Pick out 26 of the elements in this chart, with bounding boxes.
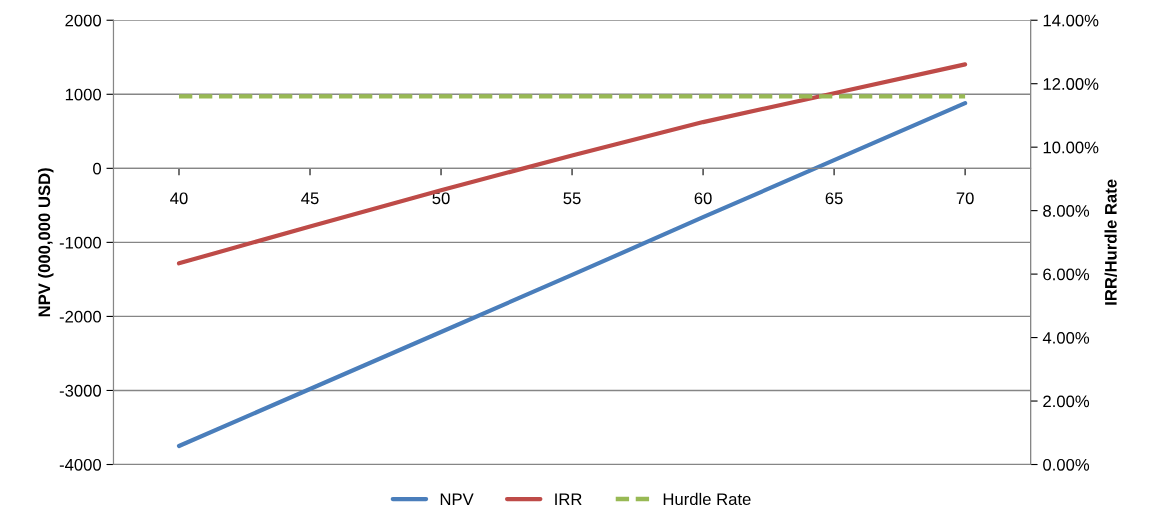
y2-tick-label: 0.00% <box>1043 458 1090 471</box>
y2-axis-title: IRR/Hurdle Rate <box>1104 179 1117 305</box>
legend-label: IRR <box>555 493 582 505</box>
x-tick-label: 45 <box>301 192 319 205</box>
y-tick-label: -2000 <box>59 310 102 323</box>
x-tick-label: 60 <box>694 192 712 205</box>
y2-tick-label: 4.00% <box>1042 331 1090 344</box>
x-tick-label: 65 <box>825 192 843 205</box>
y-tick-label: -3000 <box>59 384 102 397</box>
x-tick-label: 40 <box>170 192 188 205</box>
y-tick-label: 2000 <box>65 14 102 27</box>
y2-tick-label: 14.00% <box>1043 14 1099 27</box>
legend-label: NPV <box>440 493 474 505</box>
y2-tick-label: 10.00% <box>1043 141 1099 154</box>
x-tick-label: 55 <box>563 192 581 205</box>
y-tick-label: 1000 <box>65 88 102 101</box>
y-axis-title: NPV (000,000 USD) <box>37 168 54 317</box>
x-tick-label: 70 <box>956 192 974 205</box>
y2-tick-label: 12.00% <box>1043 78 1099 90</box>
y-tick-label: 0 <box>93 162 102 175</box>
y-tick-label: -4000 <box>59 458 102 471</box>
y2-tick-label: 6.00% <box>1043 268 1090 281</box>
y2-tick-label: 2.00% <box>1043 395 1090 408</box>
y-tick-label: -1000 <box>59 236 102 249</box>
y2-tick-label: 8.00% <box>1043 205 1090 217</box>
legend-label: Hurdle Rate <box>663 492 751 506</box>
